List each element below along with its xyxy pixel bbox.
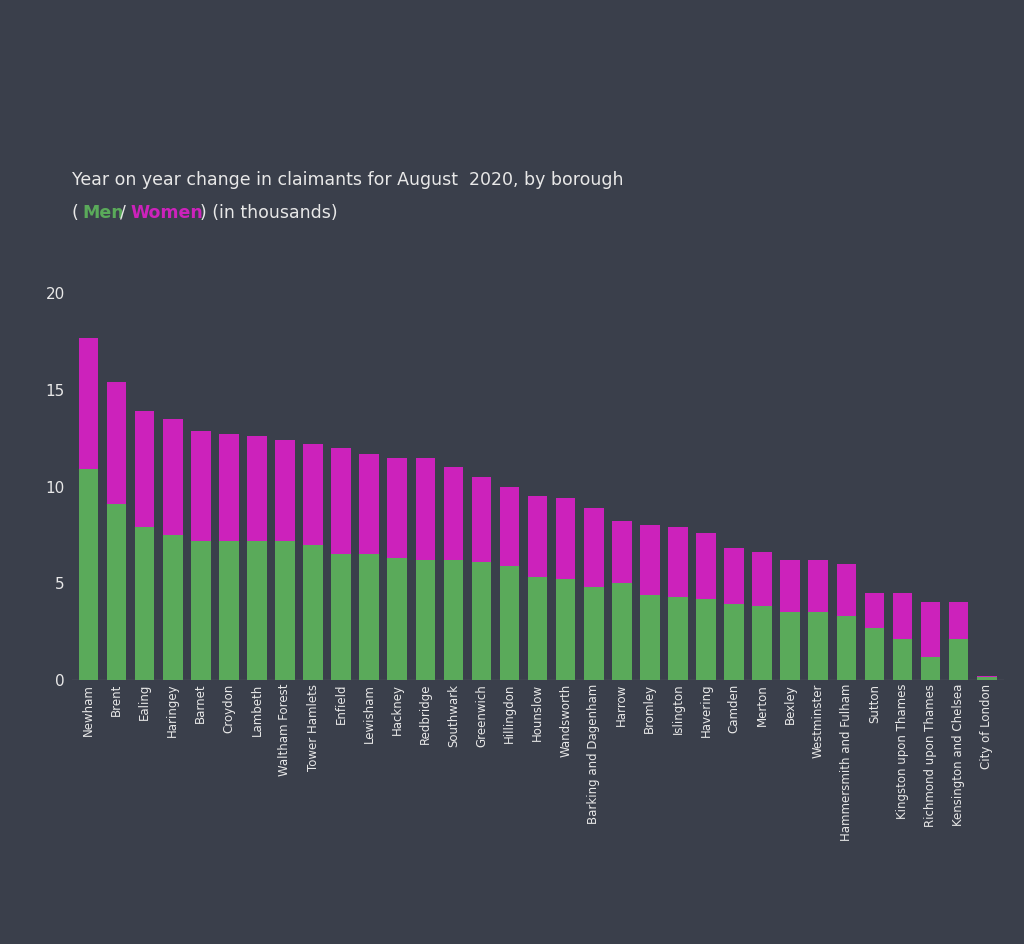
Bar: [416, 458, 435, 560]
Bar: [443, 467, 463, 560]
Bar: [303, 444, 323, 545]
Bar: [753, 552, 772, 606]
Bar: [527, 578, 548, 680]
Text: Men: Men: [82, 204, 124, 222]
Bar: [275, 440, 295, 541]
Bar: [527, 497, 548, 578]
Bar: [584, 587, 603, 680]
Bar: [977, 676, 996, 677]
Bar: [556, 580, 575, 680]
Bar: [387, 458, 408, 558]
Bar: [275, 541, 295, 680]
Bar: [190, 430, 211, 541]
Bar: [921, 602, 940, 656]
Bar: [921, 656, 940, 680]
Text: /: /: [120, 204, 126, 222]
Bar: [949, 639, 969, 680]
Bar: [809, 560, 828, 612]
Bar: [893, 639, 912, 680]
Text: ) (in thousands): ) (in thousands): [200, 204, 337, 222]
Text: Women: Women: [130, 204, 203, 222]
Bar: [977, 677, 996, 680]
Bar: [500, 486, 519, 565]
Bar: [500, 565, 519, 680]
Bar: [332, 554, 351, 680]
Bar: [79, 469, 98, 680]
Bar: [443, 560, 463, 680]
Bar: [135, 412, 155, 527]
Bar: [780, 612, 800, 680]
Bar: [724, 548, 743, 604]
Bar: [809, 612, 828, 680]
Bar: [219, 541, 239, 680]
Bar: [472, 562, 492, 680]
Bar: [640, 595, 659, 680]
Bar: [163, 535, 182, 680]
Bar: [556, 498, 575, 580]
Bar: [696, 598, 716, 680]
Bar: [79, 338, 98, 469]
Bar: [135, 527, 155, 680]
Bar: [247, 436, 266, 541]
Bar: [219, 434, 239, 541]
Text: (: (: [72, 204, 79, 222]
Bar: [780, 560, 800, 612]
Bar: [387, 558, 408, 680]
Bar: [359, 454, 379, 554]
Bar: [247, 541, 266, 680]
Bar: [864, 593, 885, 628]
Bar: [163, 419, 182, 535]
Bar: [949, 602, 969, 639]
Bar: [640, 525, 659, 595]
Bar: [612, 521, 632, 583]
Bar: [668, 527, 688, 597]
Bar: [472, 477, 492, 562]
Bar: [106, 382, 126, 504]
Bar: [864, 628, 885, 680]
Bar: [416, 560, 435, 680]
Text: Year on year change in claimants for August  2020, by borough: Year on year change in claimants for Aug…: [72, 171, 624, 189]
Bar: [837, 615, 856, 680]
Bar: [837, 564, 856, 615]
Bar: [893, 593, 912, 639]
Bar: [753, 606, 772, 680]
Bar: [106, 504, 126, 680]
Bar: [668, 597, 688, 680]
Bar: [584, 508, 603, 587]
Bar: [696, 533, 716, 598]
Bar: [303, 545, 323, 680]
Bar: [359, 554, 379, 680]
Bar: [724, 604, 743, 680]
Bar: [190, 541, 211, 680]
Bar: [332, 448, 351, 554]
Bar: [612, 583, 632, 680]
